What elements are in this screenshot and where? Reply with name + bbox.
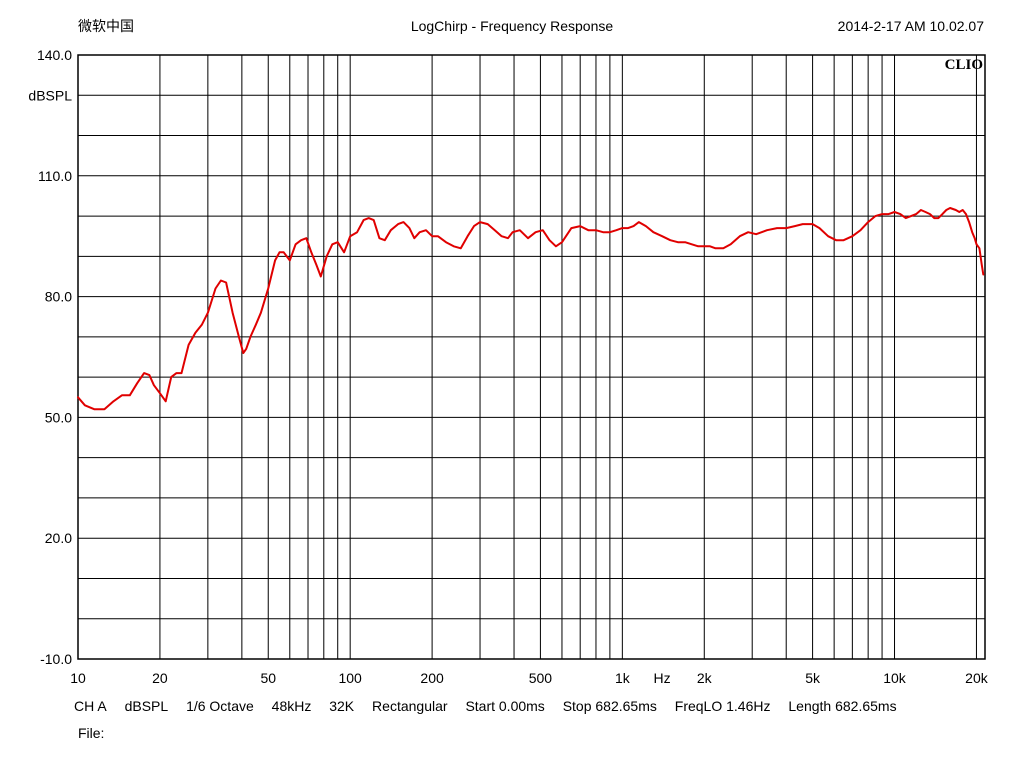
freq-lo-label: FreqLO 1.46Hz [674,698,771,714]
length-label: Length 682.65ms [788,698,897,714]
smoothing-label: 1/6 Octave [186,698,254,714]
x-tick-label: 20 [152,670,168,686]
plot-frame [77,54,986,660]
series-layer [77,207,985,411]
x-tick-label: 100 [338,670,362,686]
unit-label: dBSPL [124,698,169,714]
y-tick-label: -10.0 [40,651,72,667]
file-label: File: [78,725,105,741]
x-tick-label: 20k [965,670,989,686]
x-tick-label: 50 [260,670,276,686]
horizontal-grid [78,94,985,620]
y-axis-tick-labels: 140.0 110.0 80.0 50.0 20.0 -10.0 [37,47,72,667]
stop-label: Stop 682.65ms [562,698,657,714]
vertical-grid [159,55,977,659]
x-tick-label: 200 [420,670,444,686]
y-tick-label: 110.0 [38,168,72,184]
start-label: Start 0.00ms [465,698,545,714]
y-tick-label: 140.0 [37,47,72,63]
timestamp: 2014-2-17 AM 10.02.07 [837,18,984,34]
y-tick-label: 80.0 [45,289,72,305]
y-axis-label: dBSPL [28,87,72,103]
channel-label: CH A [74,698,107,714]
x-axis-label: Hz [654,670,671,686]
x-tick-label: 1k [615,670,631,686]
y-tick-label: 20.0 [45,530,72,546]
x-tick-label: 2k [697,670,713,686]
sample-rate-label: 48kHz [271,698,312,714]
chart-title: LogChirp - Frequency Response [410,18,614,34]
fft-size-label: 32K [329,698,355,714]
x-tick-label: 10 [70,670,86,686]
window-label: Rectangular [372,698,448,714]
measurement-info: CH A dBSPL 1/6 Octave 48kHz 32K Rectangu… [74,697,911,715]
clio-logo: CLIO [945,57,983,73]
x-tick-label: 500 [529,670,553,686]
app-title: 微软中国 [78,18,134,34]
x-tick-label: 5k [805,670,821,686]
frequency-response-line [77,207,985,411]
y-tick-label: 50.0 [45,409,72,425]
x-axis-tick-labels: 10 20 50 100 200 500 1k 2k 5k 10k 20k [70,670,989,686]
x-tick-label: 10k [883,670,907,686]
